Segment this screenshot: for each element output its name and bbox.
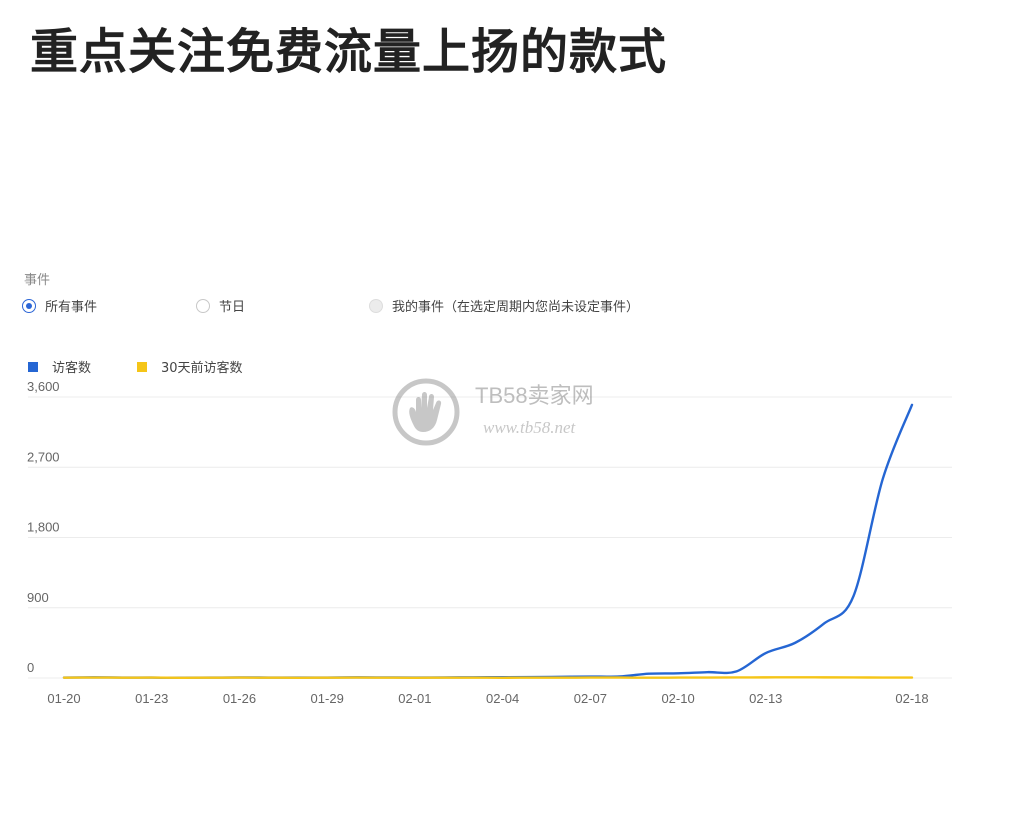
y-tick-label: 0 [27, 660, 34, 675]
page-title: 重点关注免费流量上扬的款式 [30, 24, 668, 80]
radio-my-events-indicator [369, 298, 383, 313]
legend-label-visitors: 访客数 [52, 361, 92, 376]
event-filter-label: 事件 [24, 273, 51, 288]
radio-all-events[interactable]: 所有事件 [22, 296, 97, 315]
legend-swatch-visitors-30d [137, 361, 147, 372]
chart-panel [0, 240, 970, 720]
y-tick-label: 1,800 [27, 520, 60, 535]
watermark: TB58卖家网 www.tb58.net [392, 378, 632, 448]
x-tick-label: 02-13 [749, 691, 782, 706]
x-tick-label: 01-29 [311, 691, 344, 706]
legend-item-visitors-30d[interactable]: 30天前访客数 [137, 357, 243, 376]
x-tick-label: 02-01 [398, 691, 431, 706]
x-tick-label: 02-10 [661, 691, 694, 706]
y-tick-label: 3,600 [27, 380, 60, 394]
hand-logo-icon [392, 378, 460, 446]
line-chart: 0 900 1,800 2,700 3,600 01-20 01-23 01-26 01-29 0… [27, 380, 952, 706]
x-tick-label: 01-20 [47, 691, 80, 706]
y-tick-label: 900 [27, 590, 49, 605]
x-tick-label: 02-07 [574, 691, 607, 706]
radio-all-events-indicator[interactable] [22, 298, 36, 313]
watermark-brand: TB58卖家网 [475, 383, 594, 408]
x-tick-label: 01-26 [223, 691, 256, 706]
legend-item-visitors[interactable]: 访客数 [28, 357, 91, 376]
radio-holidays-indicator[interactable] [196, 298, 210, 313]
radio-all-events-label: 所有事件 [45, 300, 98, 315]
legend-label-visitors-30d: 30天前访客数 [161, 361, 243, 376]
watermark-url: www.tb58.net [483, 418, 576, 437]
radio-my-events-label: 我的事件（在选定周期内您尚未设定事件） [392, 300, 640, 315]
radio-my-events: 我的事件（在选定周期内您尚未设定事件） [369, 296, 639, 315]
legend-swatch-visitors [28, 361, 38, 372]
x-tick-label: 01-23 [135, 691, 168, 706]
y-tick-label: 2,700 [27, 449, 60, 464]
x-tick-label: 02-18 [895, 691, 928, 706]
x-tick-label: 02-04 [486, 691, 519, 706]
radio-holidays-label: 节日 [219, 300, 246, 315]
radio-holidays[interactable]: 节日 [196, 296, 245, 315]
